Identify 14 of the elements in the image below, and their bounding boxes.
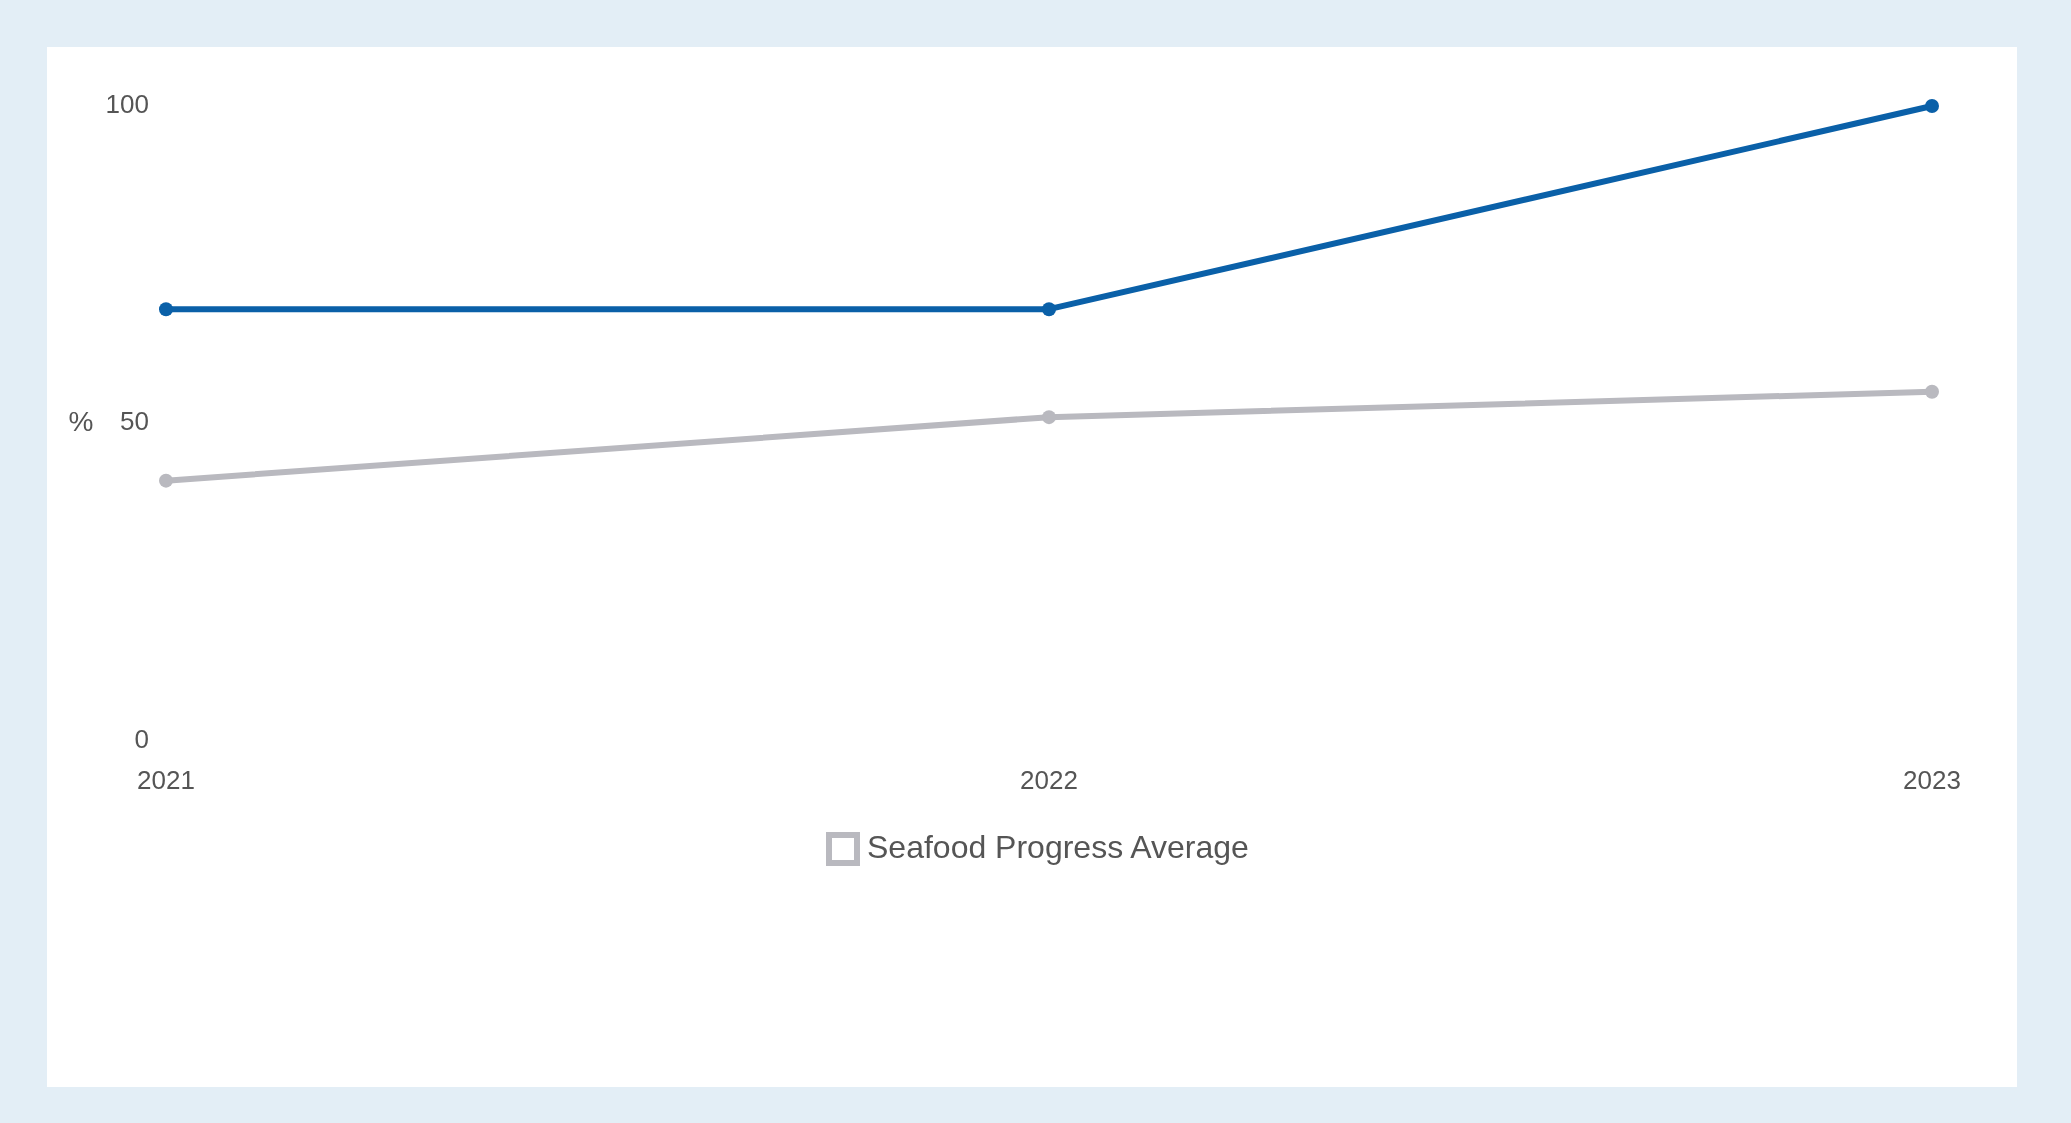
point [1042, 302, 1056, 317]
point [1925, 99, 1939, 113]
y-tick-label: 100 [105, 88, 149, 119]
point [159, 302, 173, 317]
y-tick-label: 0 [134, 723, 149, 754]
legend-label: Seafood Progress Average [867, 829, 1249, 866]
y-axis-title: % [68, 405, 94, 437]
x-tick-label: 2023 [1903, 764, 1961, 795]
y-tick-label: 50 [120, 406, 149, 437]
point [1925, 384, 1939, 399]
point [159, 473, 173, 488]
x-tick-label: 2022 [1020, 764, 1078, 795]
point [1042, 410, 1056, 425]
x-tick-label: 2021 [137, 764, 195, 795]
